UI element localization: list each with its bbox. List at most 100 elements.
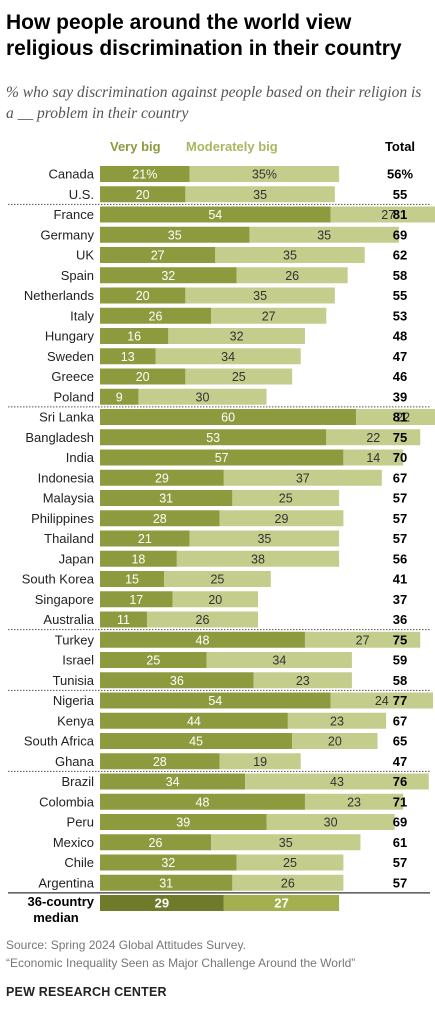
total-value: 55	[393, 288, 407, 303]
bar-moderately-big	[356, 409, 435, 425]
value-label-very-big: 31	[159, 876, 173, 890]
bar-moderately-big	[219, 753, 301, 770]
bar-moderately-big	[185, 186, 335, 203]
value-label-moderately-big: 26	[196, 613, 210, 627]
value-label-very-big: 48	[196, 633, 210, 647]
bar-very-big	[100, 733, 293, 749]
value-label-moderately-big: 25	[210, 573, 224, 587]
bar-moderately-big	[189, 166, 340, 182]
country-label: Kenya	[57, 713, 95, 728]
bar-very-big	[100, 834, 212, 851]
bar-moderately-big	[236, 854, 344, 871]
total-value: 58	[393, 673, 407, 688]
value-label-very-big: 45	[189, 735, 203, 749]
bar-very-big	[100, 591, 173, 608]
bar-moderately-big	[232, 874, 344, 891]
country-label: Australia	[43, 612, 94, 627]
country-label: Philippines	[31, 511, 94, 526]
value-label-moderately-big: 23	[296, 674, 310, 688]
bar-very-big	[100, 530, 190, 547]
value-label-very-big: 39	[176, 816, 190, 830]
value-label-moderately-big: 25	[283, 856, 297, 870]
value-label-moderately-big: 19	[253, 755, 267, 769]
stacked-bar-chart: Very big Moderately big Total Canada 21% 35% 5…	[8, 139, 435, 925]
bar-very-big	[100, 469, 224, 486]
value-label-very-big: 25	[146, 654, 160, 668]
value-label-moderately-big: 27	[262, 309, 276, 323]
bar-moderately-big	[249, 226, 399, 243]
total-value: 81	[393, 410, 407, 425]
value-label-moderately-big: 32	[230, 330, 244, 344]
bar-very-big	[100, 166, 190, 182]
value-label-very-big: 16	[127, 330, 141, 344]
country-label: France	[54, 207, 94, 222]
bar-very-big	[100, 429, 327, 446]
value-label-very-big: 29	[155, 471, 169, 485]
country-label: U.S.	[69, 187, 94, 202]
bar-moderately-big	[232, 490, 340, 506]
total-value: 46	[393, 369, 407, 384]
total-value: 57	[393, 491, 407, 506]
total-value: 58	[393, 268, 407, 283]
country-label: Mexico	[53, 835, 94, 850]
value-label-moderately-big: 43	[330, 775, 344, 789]
bar-moderately-big	[223, 469, 382, 486]
total-value: 75	[393, 430, 407, 445]
total-value: 77	[393, 693, 407, 708]
bar-moderately-big	[206, 652, 352, 668]
total-value: 56%	[387, 167, 413, 182]
value-label-very-big: 54	[208, 694, 222, 708]
value-label-very-big: 34	[166, 775, 180, 789]
value-label-moderately-big: 26	[285, 269, 299, 283]
bar-very-big	[100, 814, 267, 830]
country-label: Germany	[41, 227, 95, 242]
bar-moderately-big	[176, 550, 340, 567]
value-label-very-big: 28	[153, 755, 167, 769]
country-label: Singapore	[35, 592, 94, 607]
bar-very-big	[100, 692, 331, 709]
value-label-very-big: 17	[129, 593, 143, 607]
bar-very-big	[100, 348, 156, 365]
value-label-very-big: 44	[187, 714, 201, 728]
value-label-very-big: 31	[159, 492, 173, 506]
value-label-moderately-big: 25	[279, 492, 293, 506]
median-value-moderately-big: 27	[274, 896, 288, 911]
bar-very-big	[100, 226, 250, 243]
country-label: Peru	[67, 815, 94, 830]
country-label: South Korea	[22, 572, 95, 587]
value-label-very-big: 21%	[132, 168, 157, 182]
total-value: 67	[393, 470, 407, 485]
value-label-moderately-big: 29	[275, 512, 289, 526]
value-label-moderately-big: 34	[272, 654, 286, 668]
value-label-very-big: 57	[215, 451, 229, 465]
bar-very-big	[100, 206, 331, 223]
value-label-moderately-big: 34	[221, 350, 235, 364]
value-label-moderately-big: 20	[328, 735, 342, 749]
country-label: Argentina	[38, 875, 94, 890]
bar-very-big	[100, 874, 233, 891]
total-value: 47	[393, 349, 407, 364]
bar-moderately-big	[211, 834, 361, 851]
bar-moderately-big	[211, 307, 327, 324]
bar-moderately-big	[138, 388, 267, 405]
bar-very-big	[100, 854, 237, 871]
source-notes: Source: Spring 2024 Global Attitudes Sur…	[6, 936, 355, 972]
bar-very-big	[100, 287, 186, 304]
bar-moderately-big	[185, 287, 335, 304]
bar-moderately-big	[219, 510, 344, 527]
bar-moderately-big	[168, 328, 305, 344]
bar-moderately-big	[343, 449, 404, 466]
total-value: 57	[393, 511, 407, 526]
value-label-very-big: 28	[153, 512, 167, 526]
organization-name: PEW RESEARCH CENTER	[6, 985, 167, 999]
bar-very-big	[100, 672, 254, 689]
country-label: Japan	[59, 551, 94, 566]
total-value: 71	[393, 794, 407, 809]
value-label-very-big: 15	[125, 573, 139, 587]
country-label: Turkey	[55, 632, 95, 647]
country-label: Nigeria	[53, 693, 95, 708]
country-label: Spain	[61, 268, 94, 283]
total-value: 61	[393, 835, 407, 850]
source-line: Source: Spring 2024 Global Attitudes Sur…	[6, 938, 246, 952]
value-label-very-big: 32	[161, 856, 175, 870]
